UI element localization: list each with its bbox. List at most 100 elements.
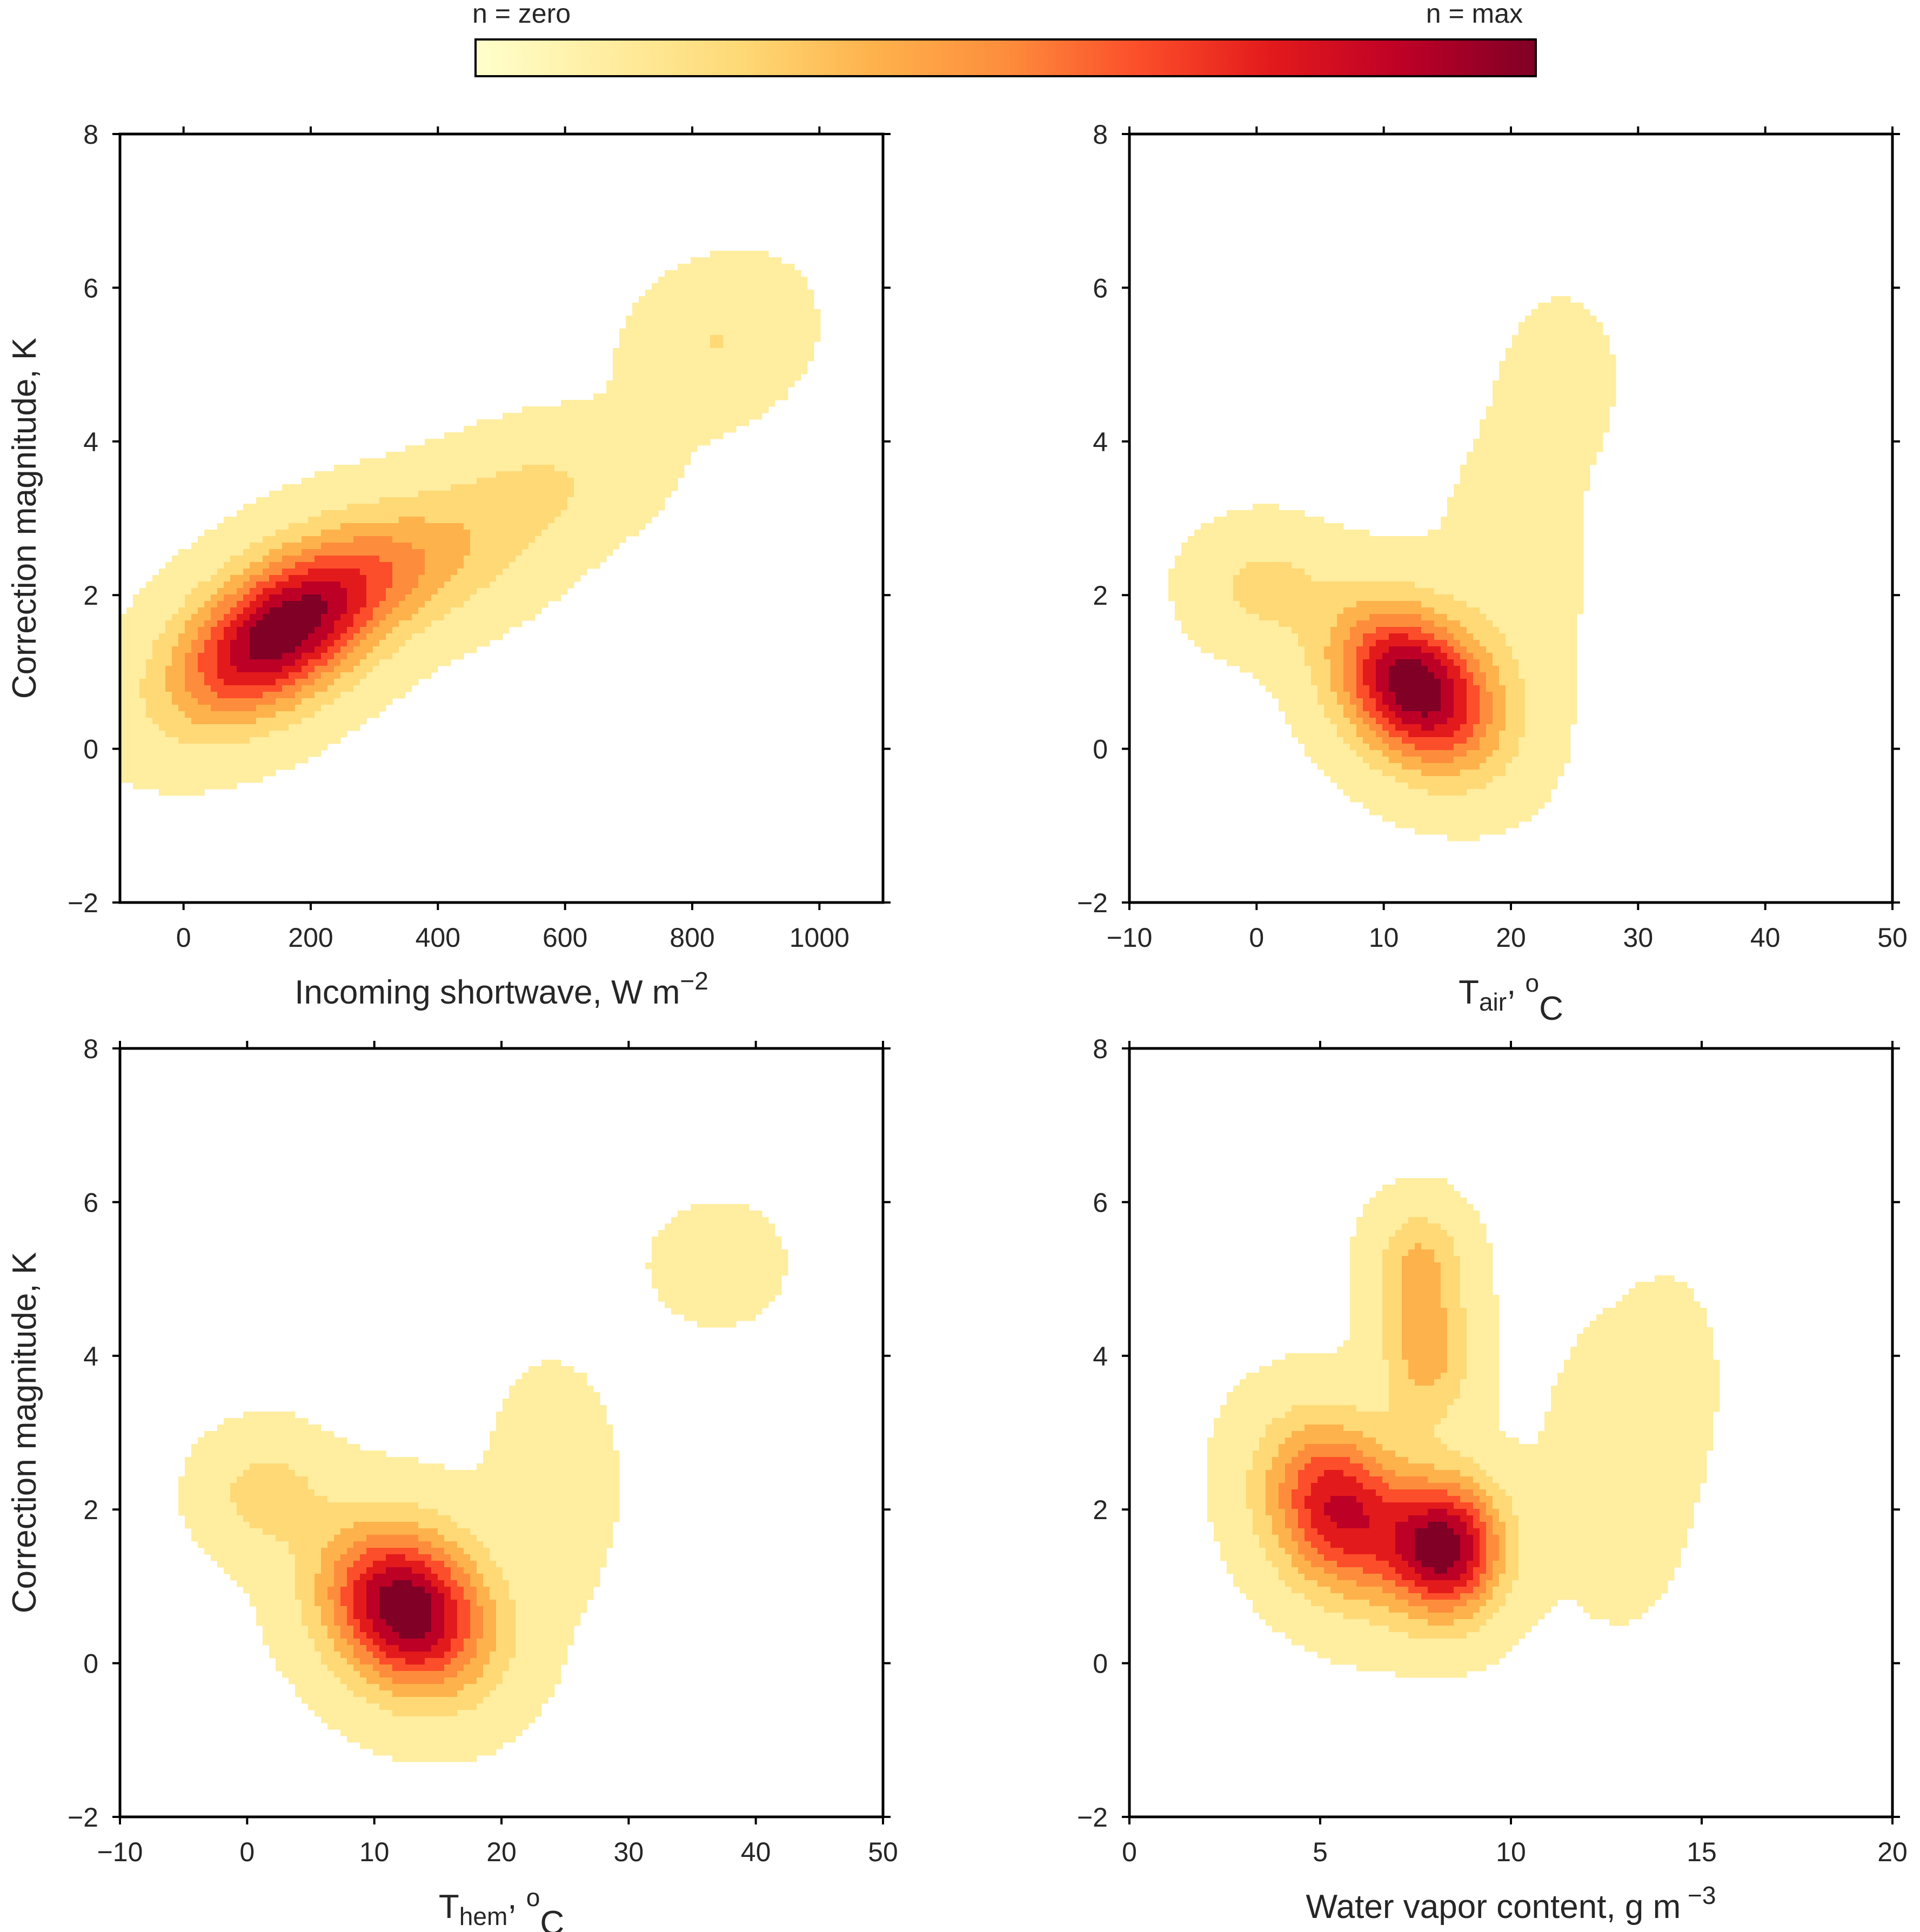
density-cell bbox=[742, 251, 750, 258]
density-cell bbox=[386, 601, 393, 608]
density-cell bbox=[1304, 536, 1312, 543]
density-cell bbox=[632, 497, 639, 504]
density-cell bbox=[619, 419, 626, 426]
density-cell bbox=[399, 562, 406, 569]
density-cell bbox=[794, 270, 801, 277]
density-cell bbox=[438, 471, 445, 478]
density-cell bbox=[1531, 549, 1538, 556]
density-cell bbox=[477, 601, 484, 608]
density-cell bbox=[392, 588, 399, 595]
density-cell bbox=[373, 601, 380, 608]
density-cell bbox=[1324, 588, 1331, 595]
density-cell bbox=[658, 504, 665, 511]
density-cell bbox=[191, 588, 198, 595]
density-cell bbox=[327, 646, 335, 653]
density-cell bbox=[1551, 361, 1558, 368]
density-cell bbox=[457, 510, 464, 517]
density-cell bbox=[522, 523, 529, 530]
density-cell bbox=[593, 491, 600, 498]
density-cell bbox=[1220, 523, 1227, 530]
density-cell bbox=[438, 575, 445, 582]
density-cell bbox=[1493, 439, 1500, 446]
density-cell bbox=[1207, 569, 1214, 576]
density-cell bbox=[198, 763, 205, 770]
density-cell bbox=[496, 543, 503, 550]
density-cell bbox=[315, 666, 322, 673]
density-cell bbox=[781, 277, 788, 284]
density-cell bbox=[1285, 530, 1292, 537]
density-cell bbox=[1493, 543, 1500, 550]
density-cell bbox=[146, 672, 153, 679]
density-cell bbox=[1557, 400, 1564, 407]
density-cell bbox=[282, 731, 289, 738]
density-cell bbox=[172, 646, 179, 653]
density-cell bbox=[1577, 471, 1584, 478]
density-cell bbox=[211, 724, 218, 731]
density-cell bbox=[1285, 510, 1292, 517]
density-cell bbox=[405, 601, 412, 608]
density-cell bbox=[386, 562, 393, 569]
density-cell bbox=[269, 491, 276, 498]
density-cell bbox=[755, 296, 762, 303]
density-cell bbox=[340, 672, 347, 679]
density-cell bbox=[444, 530, 451, 537]
density-cell bbox=[353, 659, 360, 666]
density-cell bbox=[256, 556, 263, 563]
density-cell bbox=[723, 419, 730, 426]
density-cell bbox=[1564, 355, 1571, 362]
density-cell bbox=[1493, 562, 1500, 569]
density-cell bbox=[1531, 406, 1538, 413]
density-cell bbox=[1577, 380, 1584, 387]
density-cell bbox=[379, 523, 386, 530]
density-cell bbox=[678, 452, 685, 459]
density-cell bbox=[444, 562, 451, 569]
density-cell bbox=[496, 478, 503, 485]
density-cell bbox=[250, 588, 257, 595]
density-cell bbox=[256, 757, 263, 764]
density-cell bbox=[340, 718, 347, 725]
density-cell bbox=[353, 607, 360, 614]
density-cell bbox=[730, 380, 737, 387]
density-cell bbox=[1363, 549, 1370, 556]
density-cell bbox=[749, 380, 756, 387]
density-cell bbox=[1551, 413, 1558, 420]
density-cell bbox=[1538, 432, 1545, 439]
density-cell bbox=[1253, 523, 1260, 530]
density-cell bbox=[665, 491, 672, 498]
density-cell bbox=[587, 562, 594, 569]
density-cell bbox=[126, 763, 133, 770]
density-cell bbox=[1551, 419, 1558, 426]
density-cell bbox=[451, 614, 458, 621]
density-cell bbox=[289, 679, 296, 686]
density-cell bbox=[535, 530, 542, 537]
density-cell bbox=[366, 692, 373, 699]
density-cell bbox=[315, 556, 322, 563]
density-cell bbox=[742, 264, 750, 271]
density-cell bbox=[1512, 497, 1519, 504]
density-cell bbox=[574, 523, 581, 530]
density-cell bbox=[477, 458, 484, 465]
density-cell bbox=[1544, 322, 1551, 329]
density-cell bbox=[691, 290, 698, 297]
density-cell bbox=[139, 672, 146, 679]
density-cell bbox=[781, 270, 788, 277]
density-cell bbox=[302, 724, 309, 731]
density-cell bbox=[321, 562, 328, 569]
density-cell bbox=[211, 737, 218, 744]
density-cell bbox=[289, 698, 296, 705]
density-cell bbox=[704, 439, 711, 446]
density-cell bbox=[373, 543, 380, 550]
density-cell bbox=[464, 646, 471, 653]
density-cell bbox=[224, 783, 231, 790]
density-cell bbox=[1337, 581, 1344, 589]
density-cell bbox=[1596, 426, 1603, 433]
density-cell bbox=[652, 283, 659, 290]
density-cell bbox=[1538, 543, 1545, 550]
density-cell bbox=[315, 744, 322, 751]
density-cell bbox=[373, 685, 380, 692]
density-cell bbox=[606, 465, 613, 472]
density-cell bbox=[457, 646, 464, 653]
density-cell bbox=[237, 692, 244, 699]
density-cell bbox=[282, 744, 289, 751]
density-cell bbox=[172, 776, 179, 783]
